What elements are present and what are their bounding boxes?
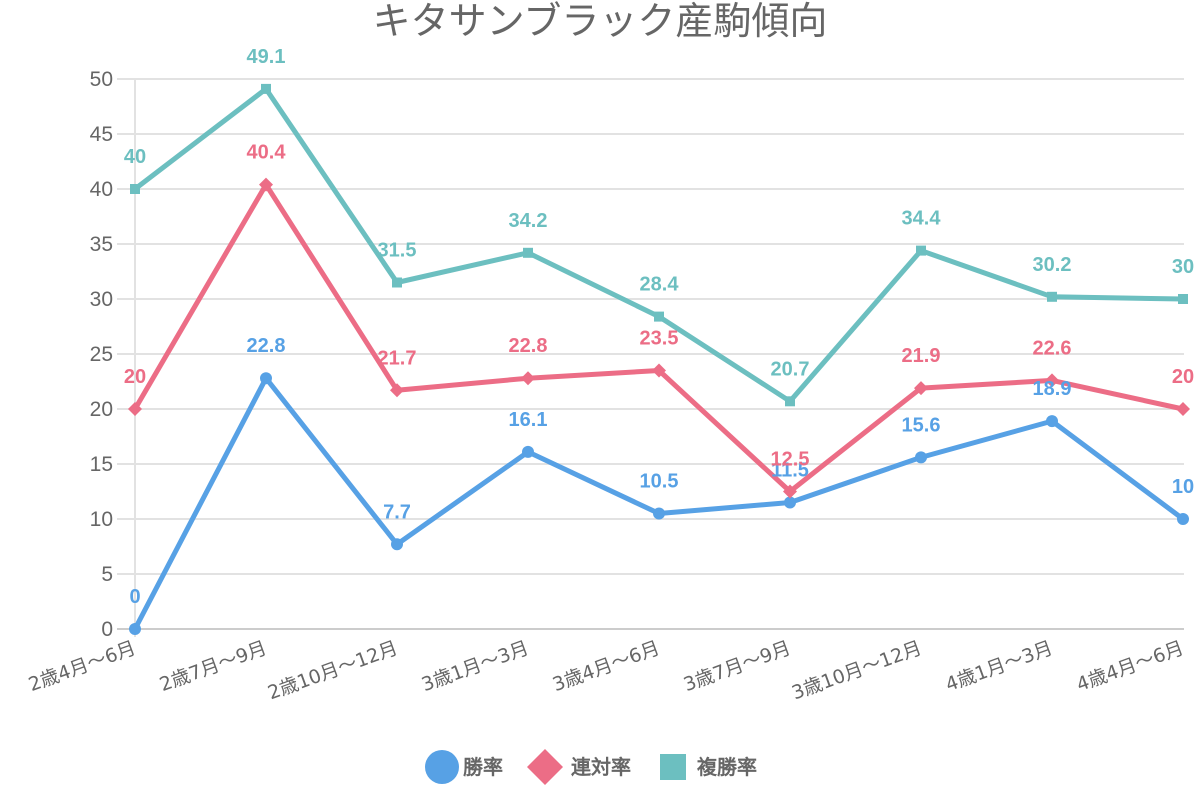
data-label: 20 — [124, 366, 146, 388]
legend-label: 勝率 — [463, 755, 503, 779]
data-label: 12.5 — [771, 449, 810, 471]
y-tick-label: 5 — [101, 563, 113, 586]
data-labels: 0 22.8 7.7 16.1 10.5 11.5 15.6 18.9 10 20 40.4 21.7… — [124, 46, 1194, 608]
data-label: 30.2 — [1033, 254, 1072, 276]
data-point-diamond — [1176, 402, 1190, 416]
gridlines — [117, 78, 1184, 637]
series-1 — [128, 177, 1190, 499]
x-tick-label: 4歳1月～3月 — [943, 637, 1056, 696]
data-label: 0 — [129, 586, 140, 608]
data-label: 11.5 — [771, 460, 809, 482]
series-2 — [130, 83, 1188, 407]
y-tick-label: 50 — [90, 68, 113, 91]
legend-square-icon — [660, 754, 686, 780]
legend-label: 複勝率 — [697, 755, 757, 779]
data-point-diamond — [521, 371, 535, 386]
data-point-square — [785, 396, 795, 407]
data-point-circle — [653, 507, 665, 520]
data-label: 20 — [1172, 366, 1194, 388]
data-point-square — [916, 245, 926, 256]
x-tick-label: 2歳7月～9月 — [157, 637, 270, 696]
y-tick-label: 10 — [90, 508, 113, 531]
y-tick-label: 35 — [90, 233, 113, 256]
y-tick-label: 45 — [90, 123, 113, 146]
data-label: 30 — [1172, 256, 1194, 278]
data-point-circle — [129, 623, 141, 635]
data-label: 10 — [1172, 476, 1194, 498]
data-point-square — [654, 311, 664, 322]
data-point-diamond — [652, 363, 666, 378]
data-label: 31.5 — [378, 240, 417, 262]
data-point-circle — [784, 496, 796, 509]
data-point-diamond — [914, 381, 928, 396]
data-point-circle — [1177, 513, 1189, 525]
legend-item-0: 勝率 — [425, 750, 503, 784]
y-axis-ticks: 0 5 10 15 20 25 30 35 40 45 50 — [90, 68, 113, 641]
data-point-square — [1047, 291, 1057, 302]
data-label: 22.8 — [509, 335, 548, 357]
legend: 勝率 連対率 複勝率 — [425, 749, 757, 785]
data-point-square — [392, 277, 402, 288]
legend-item-2: 複勝率 — [660, 754, 757, 780]
data-point-circle — [915, 451, 927, 464]
data-point-circle — [391, 538, 403, 551]
data-point-square — [523, 247, 533, 258]
series-line — [132, 375, 1186, 632]
data-point-square — [130, 184, 140, 194]
series-layer — [128, 83, 1190, 635]
legend-circle-icon — [425, 750, 459, 784]
data-label: 40 — [124, 146, 146, 168]
data-point-diamond — [128, 402, 142, 416]
x-tick-label: 3歳1月～3月 — [419, 637, 532, 696]
y-tick-label: 0 — [101, 618, 113, 641]
series-0 — [129, 372, 1189, 635]
data-point-diamond — [259, 177, 273, 192]
data-label: 40.4 — [247, 142, 287, 164]
chart-title: キタサンブラック産駒傾向 — [373, 0, 828, 43]
data-label: 21.7 — [378, 347, 417, 369]
x-tick-label: 3歳10月～12月 — [789, 637, 925, 704]
x-tick-label: 3歳4月～6月 — [550, 637, 663, 696]
data-label: 22.8 — [247, 335, 286, 357]
x-tick-label: 3歳7月～9月 — [681, 637, 794, 696]
data-label: 18.9 — [1033, 378, 1072, 400]
y-tick-label: 20 — [90, 398, 113, 421]
data-label: 28.4 — [640, 274, 680, 296]
x-tick-label: 2歳10月～12月 — [265, 637, 401, 704]
y-tick-label: 15 — [90, 453, 113, 476]
legend-item-1: 連対率 — [527, 749, 631, 785]
data-label: 22.6 — [1033, 337, 1072, 359]
data-point-diamond — [783, 484, 797, 499]
data-label: 20.7 — [771, 358, 810, 380]
legend-label: 連対率 — [571, 755, 631, 779]
x-tick-label: 4歳4月～6月 — [1074, 637, 1187, 696]
data-label: 15.6 — [902, 414, 941, 436]
data-label: 21.9 — [902, 345, 941, 367]
y-tick-label: 25 — [90, 343, 113, 366]
data-point-diamond — [390, 383, 404, 398]
legend-diamond-icon — [527, 749, 563, 785]
x-tick-label: 2歳4月～6月 — [26, 637, 139, 696]
data-label: 34.4 — [902, 208, 942, 230]
data-label: 34.2 — [509, 210, 548, 232]
y-tick-label: 40 — [90, 178, 113, 201]
data-point-square — [1178, 294, 1188, 304]
data-point-diamond — [1045, 373, 1059, 388]
data-point-circle — [260, 372, 272, 385]
data-point-circle — [1046, 415, 1058, 428]
data-point-circle — [522, 445, 534, 458]
data-label: 7.7 — [383, 501, 411, 523]
data-label: 10.5 — [640, 471, 679, 493]
data-label: 16.1 — [509, 409, 548, 431]
y-tick-label: 30 — [90, 288, 113, 311]
data-label: 23.5 — [640, 328, 679, 350]
data-point-square — [261, 83, 271, 94]
data-label: 49.1 — [247, 46, 286, 68]
